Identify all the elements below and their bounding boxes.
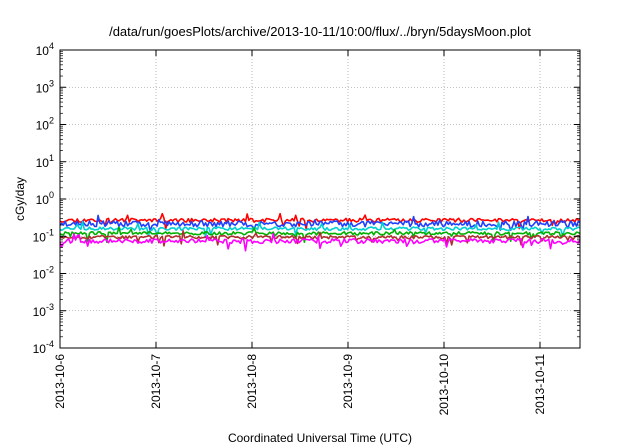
- series-line-6: [59, 233, 581, 252]
- x-tick-label: 2013-10-7: [149, 354, 163, 409]
- y-tick-label: 10-4: [33, 339, 54, 356]
- series-layer: [59, 212, 581, 252]
- series-line-5: [59, 230, 581, 247]
- y-tick-label: 10-3: [33, 302, 54, 319]
- y-tick-label: 102: [36, 116, 54, 133]
- x-axis-label: Coordinated Universal Time (UTC): [228, 431, 412, 445]
- plot-frame: [59, 49, 581, 349]
- y-tick-label: 101: [36, 153, 54, 170]
- axis-ticks: 10-4 10-3 10-2 10-1 100 101 102 103 104 2013-10-6…: [33, 41, 580, 415]
- x-tick-label: 2013-10-11: [533, 354, 547, 415]
- chart-title: /data/run/goesPlots/archive/2013-10-11/1…: [109, 24, 531, 39]
- series-line-3: [59, 220, 581, 238]
- y-tick-label: 10-1: [33, 227, 54, 244]
- x-tick-label: 2013-10-8: [245, 354, 259, 409]
- y-tick-label: 104: [36, 41, 54, 58]
- x-tick-label: 2013-10-9: [341, 354, 355, 409]
- x-tick-label: 2013-10-10: [437, 354, 451, 416]
- series-line-2: [59, 214, 581, 232]
- y-axis-label: cGy/day: [13, 177, 27, 221]
- plot-area: [59, 49, 581, 349]
- x-tick-label: 2013-10-6: [53, 354, 67, 409]
- y-tick-label: 10-2: [33, 265, 54, 282]
- y-tick-label: 100: [36, 190, 54, 207]
- y-tick-label: 103: [36, 78, 54, 95]
